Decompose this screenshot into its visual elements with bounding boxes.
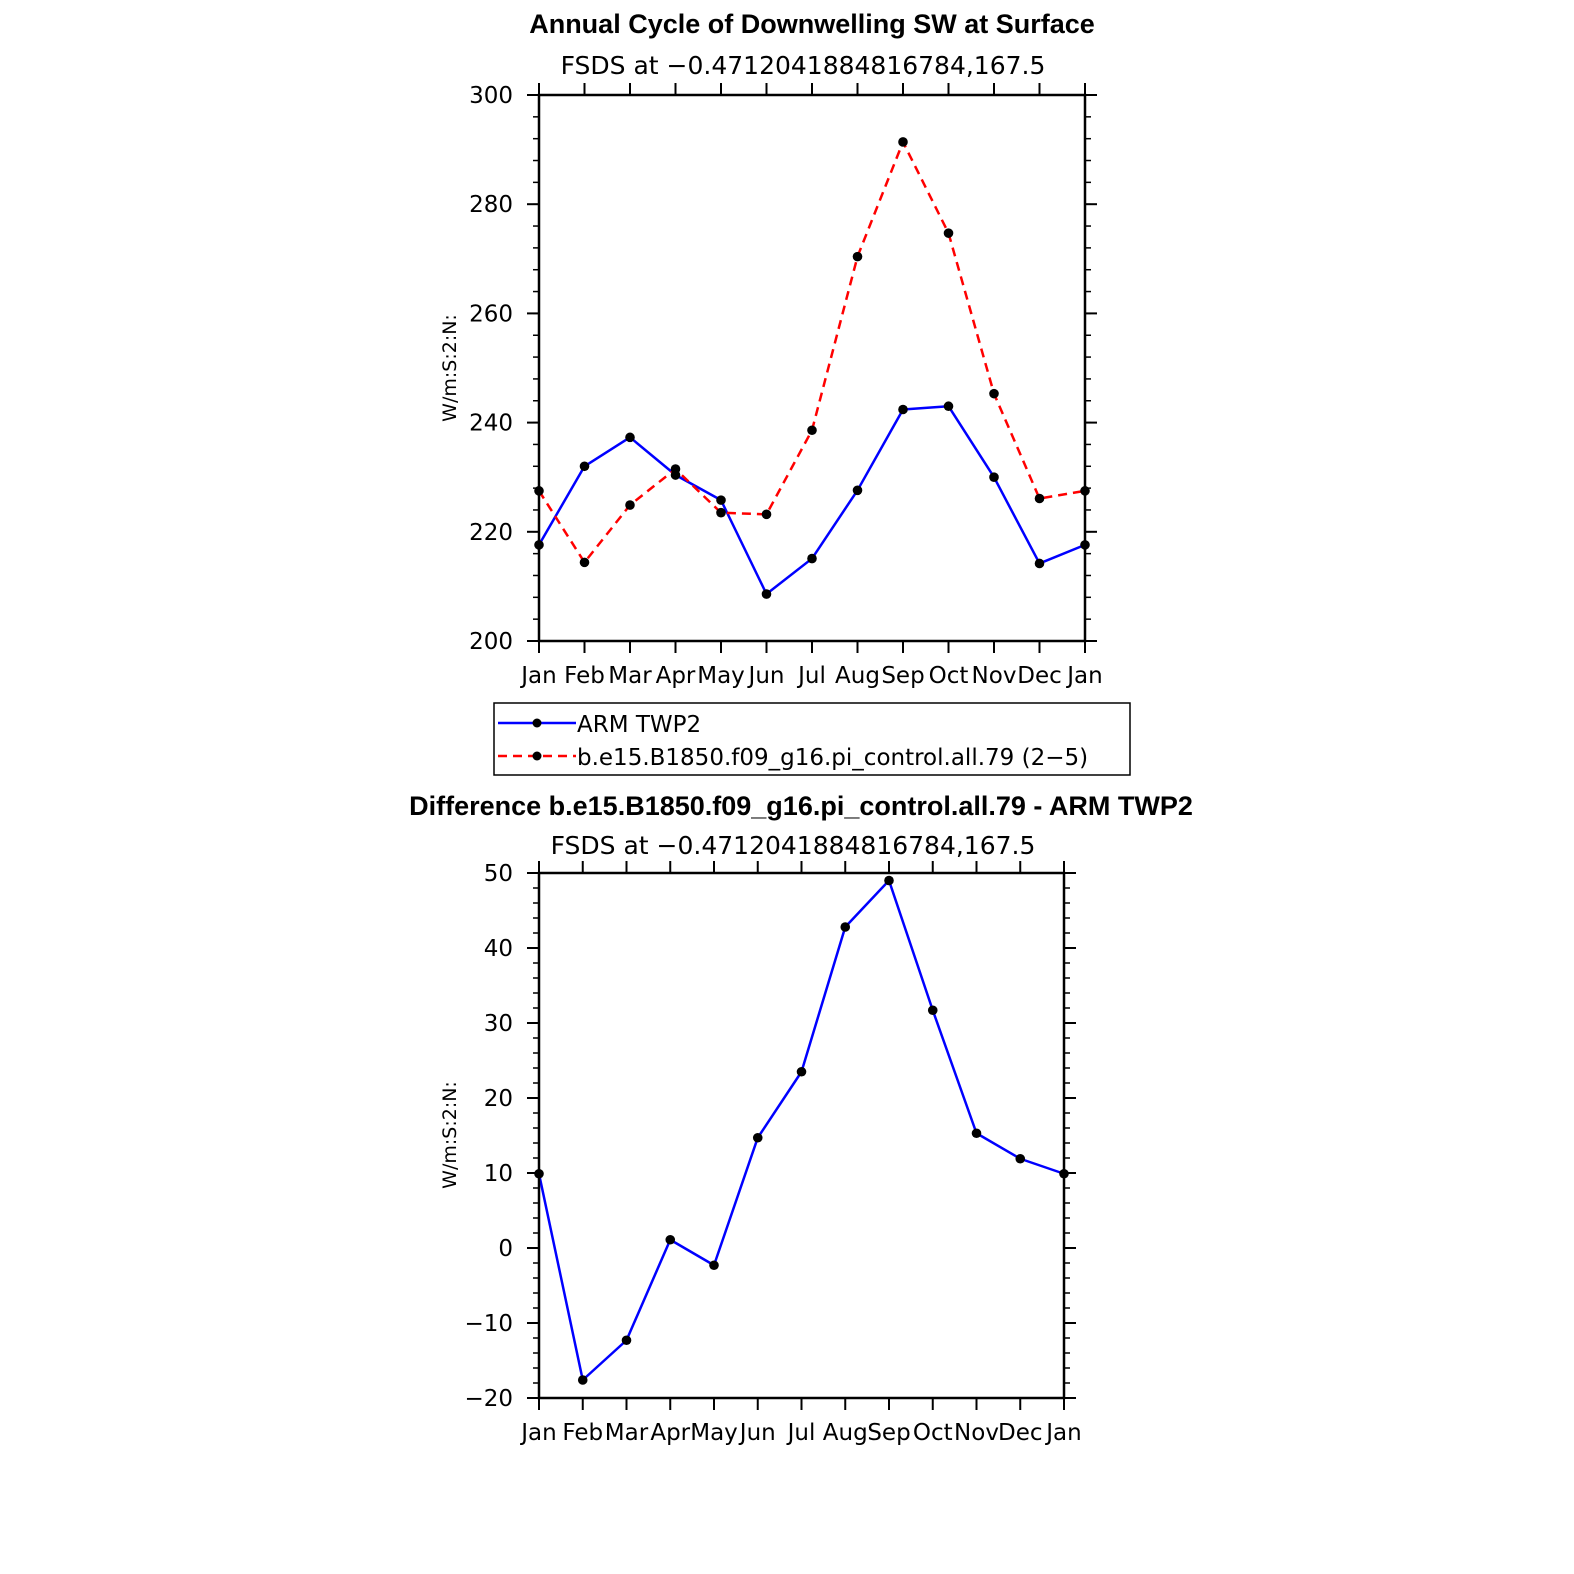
y-tick-label: 300	[469, 83, 513, 109]
legend-marker-model	[532, 751, 542, 761]
series-1-point	[943, 401, 954, 412]
chart-1-subtitle: FSDS at −0.4712041884816784,167.5	[561, 51, 1046, 80]
y-tick-label: 260	[469, 301, 513, 327]
x-tick-label: Feb	[564, 663, 605, 689]
chart-1-legend: ARM TWP2 b.e15.B1850.f09_g16.pi_control.…	[493, 702, 1131, 776]
y-tick-label: 200	[469, 629, 513, 655]
y-tick-label: 30	[484, 1011, 513, 1037]
chart-1-title: Annual Cycle of Downwelling SW at Surfac…	[529, 9, 1095, 39]
legend-box	[493, 702, 1131, 776]
x-tick-label: Nov	[972, 663, 1017, 689]
series-1-point	[840, 922, 851, 932]
series-1-point	[716, 495, 726, 505]
x-tick-label: Mar	[605, 1420, 649, 1446]
series-1-point	[709, 1260, 719, 1271]
series-1-point	[761, 589, 772, 599]
series-1-point	[927, 1005, 938, 1016]
chart-2-title: Difference b.e15.B1850.f09_g16.pi_contro…	[409, 791, 1193, 821]
y-tick-label: 10	[484, 1161, 513, 1187]
series-1-point	[625, 432, 635, 443]
legend-label-model: b.e15.B1850.f09_g16.pi_control.all.79 (2…	[577, 745, 1088, 771]
chart-2-subtitle: FSDS at −0.4712041884816784,167.5	[551, 831, 1036, 860]
series-1-point	[577, 1375, 588, 1385]
y-tick-label: 40	[484, 936, 513, 962]
legend-marker-arm-twp2	[532, 718, 542, 728]
y-tick-label: −10	[464, 1311, 513, 1337]
series-1-point	[579, 461, 590, 472]
series-1-point	[884, 875, 894, 886]
series-1-point	[1015, 1153, 1026, 1164]
series-1-point	[807, 553, 817, 564]
y-tick-label: 20	[484, 1086, 513, 1112]
x-tick-label: Feb	[562, 1420, 603, 1446]
series-2-point	[898, 137, 908, 147]
series-1-point	[989, 472, 999, 483]
series-2-point	[989, 388, 999, 399]
chart-1: Annual Cycle of Downwelling SW at Surfac…	[439, 9, 1131, 776]
x-tick-label: Apr	[650, 1420, 690, 1446]
series-2-point	[1034, 493, 1045, 504]
series-2-point	[670, 464, 681, 474]
x-tick-label: Mar	[608, 663, 652, 689]
series-1-point	[621, 1335, 632, 1346]
x-tick-label: Nov	[954, 1420, 999, 1446]
x-tick-label: Sep	[881, 663, 924, 689]
y-tick-label: 220	[469, 520, 513, 546]
x-tick-label: May	[690, 1420, 738, 1446]
y-tick-label: −20	[464, 1386, 513, 1412]
x-tick-label: Jul	[796, 663, 826, 689]
y-tick-label: 50	[484, 861, 513, 887]
series-1-point	[1034, 558, 1045, 569]
series-1-point	[971, 1128, 982, 1139]
series-1-point	[898, 404, 908, 415]
series-2-point	[807, 425, 817, 436]
x-tick-label: Oct	[929, 663, 969, 689]
x-tick-label: Dec	[1017, 663, 1062, 689]
series-1-point	[665, 1234, 676, 1245]
y-tick-label: 280	[469, 192, 513, 218]
x-tick-label: Jan	[519, 1420, 556, 1446]
x-tick-label: Apr	[656, 663, 696, 689]
chart-2: Difference b.e15.B1850.f09_g16.pi_contro…	[409, 791, 1193, 1446]
x-tick-label: Sep	[867, 1420, 910, 1446]
series-2-point	[625, 500, 635, 510]
x-tick-label: Jun	[747, 663, 785, 689]
series-2-point	[852, 251, 863, 262]
chart-1-plot-frame	[537, 93, 1087, 643]
chart-2-y-axis-label: W/m:S:2:N:	[439, 1081, 461, 1189]
series-2-point	[579, 557, 590, 568]
y-tick-label: 240	[469, 411, 513, 437]
x-tick-label: May	[697, 663, 745, 689]
x-tick-label: Aug	[835, 663, 880, 689]
x-tick-label: Jul	[786, 1420, 816, 1446]
chart-1-y-axis-label: W/m:S:2:N:	[439, 314, 461, 422]
x-tick-label: Jan	[1044, 1420, 1081, 1446]
chart-2-plot-frame	[537, 871, 1066, 1400]
series-2-point	[943, 228, 954, 238]
y-tick-label: 0	[498, 1236, 513, 1262]
series-1-point	[752, 1132, 763, 1143]
series-2-point	[716, 507, 726, 518]
series-1-point	[852, 485, 863, 496]
series-line-1	[537, 879, 1065, 1382]
x-tick-label: Dec	[998, 1420, 1043, 1446]
x-tick-label: Oct	[913, 1420, 953, 1446]
series-line-2	[537, 140, 1086, 564]
series-1-point	[796, 1066, 807, 1077]
legend-label-arm-twp2: ARM TWP2	[577, 712, 701, 738]
series-2-point	[761, 509, 772, 520]
x-tick-label: Aug	[823, 1420, 868, 1446]
x-tick-label: Jan	[1065, 663, 1102, 689]
x-tick-label: Jun	[738, 1420, 776, 1446]
x-tick-label: Jan	[519, 663, 556, 689]
